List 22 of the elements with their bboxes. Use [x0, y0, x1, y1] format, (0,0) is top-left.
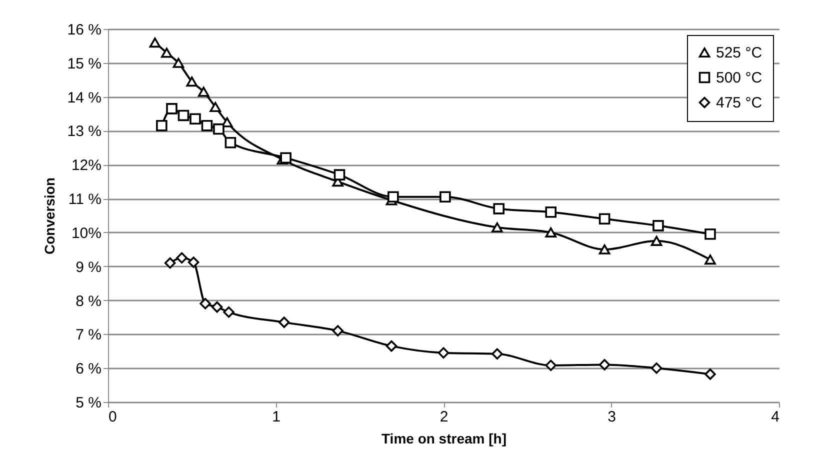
legend-label: 500 °C [716, 70, 762, 86]
y-tick-label: 5 % [76, 394, 102, 412]
y-axis-title: Conversion [41, 177, 58, 255]
y-tick-label: 13 % [67, 123, 102, 140]
y-tick-label: 8 % [76, 292, 102, 310]
x-tick-label: 2 [440, 408, 448, 426]
y-tick-label: 7 % [76, 326, 102, 344]
y-tick-label: 14 % [67, 89, 102, 106]
x-tick-label: 1 [272, 408, 280, 426]
legend-label: 525 °C [716, 44, 762, 62]
x-axis-title: Time on stream [h] [382, 430, 506, 446]
y-tick-label: 9 % [76, 258, 102, 276]
x-tick-label: 4 [771, 408, 780, 426]
y-tick-label: 6 % [76, 360, 102, 378]
x-tick-label: 3 [608, 408, 616, 426]
y-tick-label: 16 % [67, 22, 102, 38]
legend-label: 475 °C [716, 94, 762, 112]
y-tick-label: 15 % [67, 55, 102, 72]
y-tick-label: 12% [71, 157, 102, 174]
y-tick-label: 10% [71, 224, 102, 242]
y-tick-label: 11 % [68, 191, 102, 208]
x-tick-label: 0 [108, 408, 117, 426]
